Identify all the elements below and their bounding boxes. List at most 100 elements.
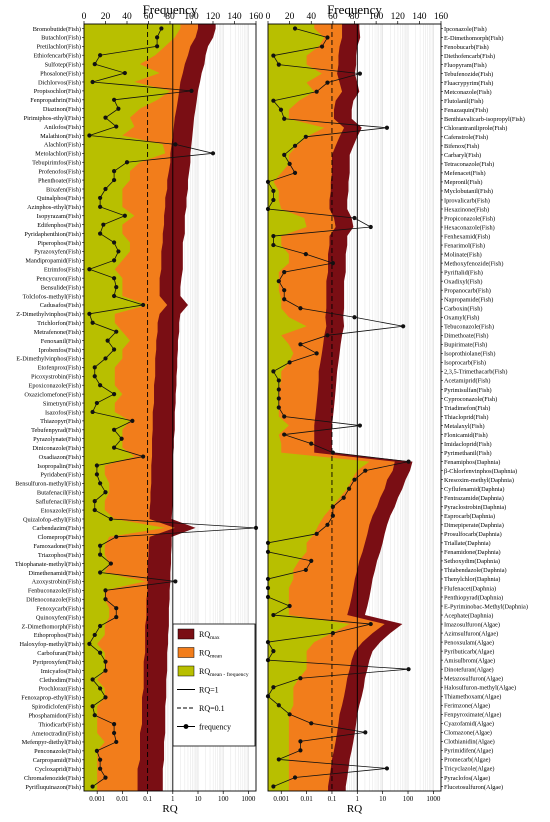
frequency-point	[309, 441, 314, 446]
category-label: Dimethoate(Fish)	[444, 333, 488, 340]
category-label: Spirodiclofen(Fish)	[32, 704, 81, 711]
category-label: Ferimzone(Algae)	[444, 703, 490, 710]
frequency-point	[276, 396, 281, 401]
frequency-point	[92, 499, 97, 504]
category-label: Fluopyram(Fish)	[444, 62, 487, 69]
category-label: Isazofos(Fish)	[45, 409, 81, 416]
category-label: Halosulfuron-methyl(Algae)	[444, 685, 516, 692]
frequency-point	[406, 459, 411, 464]
category-label: Fenoxycarb(Fish)	[36, 605, 81, 612]
frequency-point	[357, 423, 363, 428]
category-label: Epoxiconazole(Fish)	[29, 383, 81, 390]
category-label: Clethodim(Fish)	[39, 677, 81, 684]
frequency-point	[287, 603, 292, 609]
frequency-point	[92, 507, 97, 513]
category-label: E-Pyriminobac-Methyl(Daphnia)	[444, 603, 528, 610]
top-tick-label: 80	[350, 12, 360, 22]
category-label: Metalaxyl(Fish)	[444, 423, 485, 430]
category-label: Pyrazolynate(Fish)	[33, 436, 81, 443]
frequency-point	[287, 161, 292, 166]
category-label: Piperophos(Fish)	[38, 240, 81, 247]
category-label: 2,3,5-Trimethacarb(Fish)	[444, 369, 507, 376]
category-label: Promecarb(Algae)	[444, 757, 491, 764]
category-label: Isopropalin(Fish)	[37, 463, 81, 470]
category-label: Azimsulfuron(Algae)	[444, 630, 498, 637]
frequency-point	[325, 80, 330, 85]
category-label: Thiazopyr(Fish)	[40, 418, 81, 425]
frequency-point	[98, 204, 103, 209]
category-label: Oxamyl(Fish)	[444, 315, 479, 322]
frequency-point	[108, 561, 113, 566]
frequency-point	[112, 258, 117, 263]
frequency-point	[368, 224, 373, 230]
frequency-point	[103, 695, 108, 700]
category-label: Isoprocarb(Fish)	[444, 360, 486, 367]
top-tick-label: 0	[82, 12, 87, 22]
frequency-point	[116, 249, 121, 254]
category-label: Fenpropathrin(Fish)	[30, 97, 81, 104]
category-label: Amisulbrom(Algae)	[444, 657, 495, 664]
right-panel: Ipconazole(Fish) E-Dimethomorph(Fish) Feno…	[266, 2, 528, 815]
frequency-point	[271, 188, 276, 194]
frequency-point	[384, 766, 390, 771]
category-label: Pyrifluquinazon(Fish)	[25, 784, 81, 791]
frequency-point	[90, 784, 95, 789]
category-label: Bupirimate(Fish)	[444, 342, 487, 349]
category-label: Ethiofencarb(Fish)	[33, 53, 81, 60]
category-label: Butafenacil(Fish)	[37, 490, 81, 497]
frequency-point	[112, 427, 117, 432]
category-label: Fenazaquin(Fish)	[444, 107, 488, 114]
frequency-point	[90, 320, 95, 325]
category-label: Penthiopyrad(Daphnia)	[444, 594, 503, 601]
category-label: Thiacloprid(Fish)	[444, 414, 488, 421]
category-label: Phosphamidon(Fish)	[29, 712, 81, 719]
frequency-point	[103, 659, 108, 664]
frequency-point	[173, 142, 178, 147]
frequency-point	[94, 472, 99, 477]
category-label: Metolachlor(Fish)	[35, 151, 81, 158]
category-label: Fluacrypyrim(Fish)	[444, 80, 493, 87]
category-label: Bromobutide(Fish)	[33, 26, 81, 33]
category-label: Tricyclazole(Algae)	[444, 766, 494, 773]
top-tick-label: 120	[391, 12, 406, 22]
category-label: Oxadiazon(Fish)	[39, 454, 81, 461]
bottom-tick-label: 10	[195, 795, 203, 803]
frequency-point	[114, 606, 119, 611]
frequency-point	[309, 558, 314, 564]
category-label: Carboxin(Fish)	[444, 306, 482, 313]
frequency-point	[94, 748, 99, 753]
frequency-point	[352, 477, 357, 482]
category-label: Etoxazole(Fish)	[41, 507, 81, 514]
category-label: Pyridaben(Fish)	[40, 472, 81, 479]
category-label: Fentrazamide(Daphnia)	[444, 495, 504, 502]
category-label: Pyrimethanil(Fish)	[444, 450, 492, 457]
frequency-point	[87, 267, 92, 272]
category-label: Carbaryl(Fish)	[444, 152, 481, 159]
top-tick-label: 140	[227, 12, 242, 22]
frequency-point	[282, 432, 287, 437]
legend-label: RQmean - frequency	[199, 667, 249, 678]
bottom-tick-label: 1000	[426, 795, 441, 803]
frequency-point	[325, 35, 330, 40]
frequency-point	[114, 284, 119, 290]
category-label: Clomazone(Algae)	[444, 730, 492, 737]
category-label: Pyriftalid(Fish)	[444, 269, 483, 276]
category-label: Carpropamid(Fish)	[33, 757, 81, 764]
category-label: Cafenstrole(Fish)	[444, 134, 488, 141]
category-label: Tebupirimfos(Fish)	[32, 160, 81, 167]
frequency-point	[384, 125, 390, 130]
legend-label: RQ=0.1	[199, 704, 225, 713]
frequency-point	[112, 169, 117, 174]
bottom-tick-label: 0.001	[273, 795, 289, 803]
frequency-point	[112, 445, 117, 450]
frequency-point	[103, 490, 108, 495]
category-label: Pyraclofos(Algae)	[444, 775, 490, 782]
frequency-point	[90, 677, 95, 682]
category-label: Cadusafos(Fish)	[40, 302, 81, 309]
top-tick-label: 40	[307, 12, 317, 22]
frequency-point	[112, 276, 117, 281]
frequency-point	[90, 79, 95, 85]
top-tick-label: 100	[369, 12, 384, 22]
category-label: Pyributicarb(Algae)	[444, 648, 494, 655]
frequency-point	[119, 436, 124, 441]
